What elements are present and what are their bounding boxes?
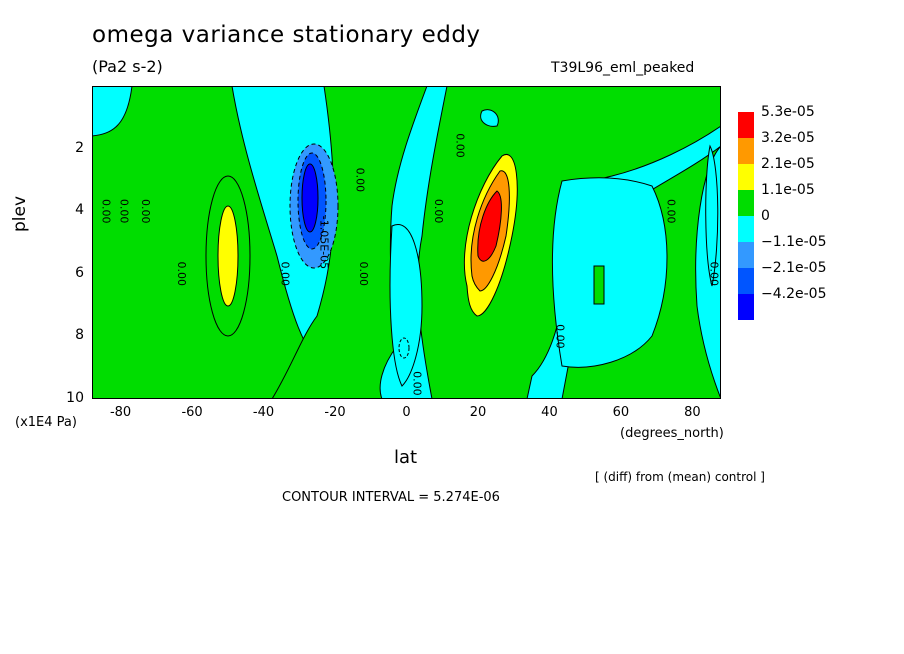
chart-title: omega variance stationary eddy xyxy=(92,22,481,48)
contour-label: 0.00 xyxy=(118,199,131,224)
contour-label: 0.00 xyxy=(432,199,445,224)
x-axis-label: lat xyxy=(394,447,418,468)
contour-label: 0.00 xyxy=(139,199,152,224)
contour-label: 0.00 xyxy=(353,168,366,193)
contour-interval: CONTOUR INTERVAL = 5.274E-06 xyxy=(282,490,500,505)
y-tick-label: 6 xyxy=(75,264,84,281)
x-tick-label: -60 xyxy=(181,405,203,420)
legend-label: 1.1e-05 xyxy=(761,182,815,198)
legend-swatch xyxy=(738,164,754,190)
difference-note: [ (diff) from (mean) control ] xyxy=(595,470,765,484)
chart-units: (Pa2 s-2) xyxy=(92,57,163,76)
legend-label: 0 xyxy=(761,208,770,224)
zero-region-top xyxy=(480,109,499,127)
positive-region-central xyxy=(271,86,428,399)
experiment-name: T39L96_eml_peaked xyxy=(551,60,695,76)
small-negative-spot xyxy=(398,337,410,359)
plot-area: 0.00 0.00 0.00 0.00 0.00 -1.05E-05 0.00 0.00 0.0… xyxy=(92,86,721,399)
x-tick-label: 80 xyxy=(684,405,701,420)
x-tick-label: 60 xyxy=(612,405,630,420)
legend-swatch xyxy=(738,242,754,268)
legend-swatch xyxy=(738,294,754,320)
x-tick-label: 40 xyxy=(541,405,558,420)
legend-swatch xyxy=(738,268,754,294)
x-tick-label: 20 xyxy=(469,405,487,420)
positive-contour-north-3 xyxy=(477,190,502,262)
contour-label: 0.00 xyxy=(554,324,567,349)
contour-label: 0.00 xyxy=(357,262,370,287)
negative-contour-3 xyxy=(301,163,319,233)
legend-swatch xyxy=(738,138,754,164)
y-tick-label: 4 xyxy=(75,202,84,219)
x-axis-unit: (degrees_north) xyxy=(620,426,724,441)
contour-label: 0.00 xyxy=(454,133,467,158)
legend-swatch xyxy=(738,112,754,138)
small-positive-box xyxy=(593,265,605,305)
zero-region-equatorial xyxy=(389,223,423,387)
legend-label: 5.3e-05 xyxy=(761,104,815,120)
legend-swatch xyxy=(738,190,754,216)
y-axis-label: plev xyxy=(10,195,30,232)
contour-labels: 0.00 0.00 0.00 0.00 0.00 -1.05E-05 0.00 0.00 0.0… xyxy=(100,133,721,395)
contour-label: 0.00 xyxy=(707,262,720,287)
contour-field: 0.00 0.00 0.00 0.00 0.00 -1.05E-05 0.00 0.00 0.0… xyxy=(92,86,721,399)
legend-label: −2.1e-05 xyxy=(761,260,827,276)
positive-region-north xyxy=(417,86,721,399)
y-axis-unit: (x1E4 Pa) xyxy=(15,415,77,430)
contour-label: -1.05E-05 xyxy=(318,216,331,269)
y-tick-label: 2 xyxy=(75,139,84,156)
contour-label: 0.00 xyxy=(278,262,291,287)
contour-label: 0.00 xyxy=(100,199,113,224)
contour-label: 0.00 xyxy=(411,371,424,396)
legend-label: −1.1e-05 xyxy=(761,234,827,250)
positive-contour-south-2 xyxy=(217,205,239,307)
legend-swatch xyxy=(738,216,754,242)
zero-region-right xyxy=(552,177,668,368)
x-tick-label: -20 xyxy=(324,405,346,420)
x-tick-label: 0 xyxy=(402,405,411,420)
x-tick-label: -80 xyxy=(109,405,132,420)
legend-label: 2.1e-05 xyxy=(761,156,815,172)
contour-label: 0.00 xyxy=(664,199,677,224)
y-tick-label: 8 xyxy=(75,327,84,344)
y-tick-label: 10 xyxy=(66,390,84,406)
x-tick-label: -40 xyxy=(252,405,275,420)
zero-region-polar xyxy=(705,144,719,287)
legend-label: −4.2e-05 xyxy=(761,286,827,302)
contour-label: 0.00 xyxy=(175,262,188,287)
legend-label: 3.2e-05 xyxy=(761,130,815,146)
